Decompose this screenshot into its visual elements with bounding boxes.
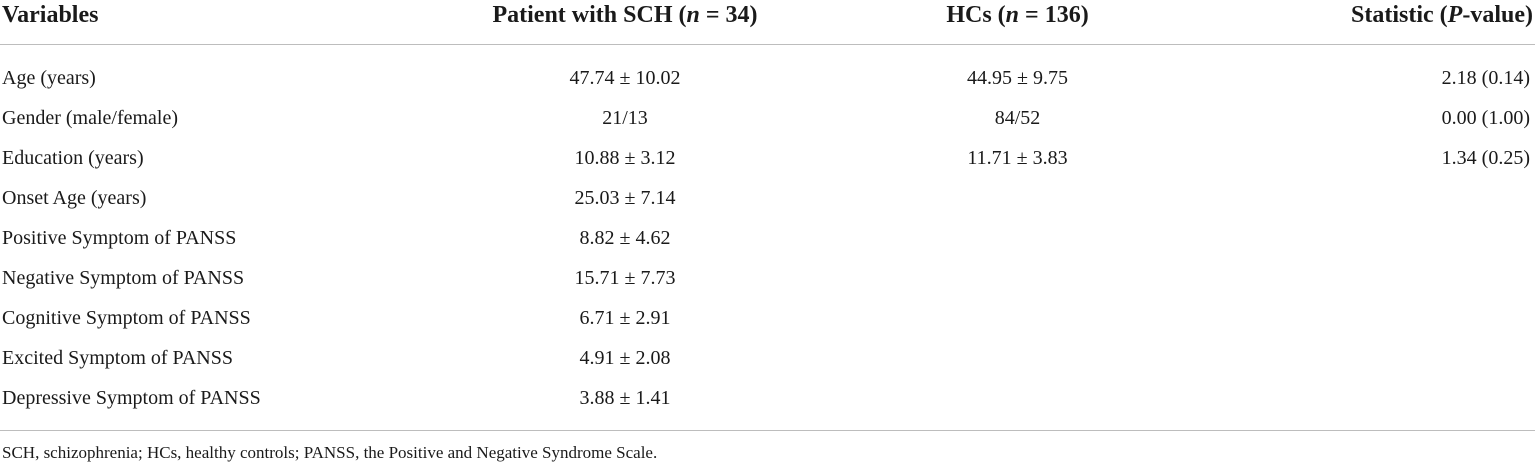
row-statistic: 2.18 (0.14) (1441, 67, 1530, 89)
row-variable: Positive Symptom of PANSS (2, 227, 237, 249)
row-statistic: 1.34 (0.25) (1441, 147, 1530, 169)
row-sch-value: 4.91 ± 2.08 (579, 347, 671, 369)
table-row: Excited Symptom of PANSS 4.91 ± 2.08 (0, 338, 1535, 378)
row-sch-value: 6.71 ± 2.91 (579, 307, 671, 329)
row-variable: Excited Symptom of PANSS (2, 347, 233, 369)
table-header-row: Variables Patient with SCH (n = 34) HCs … (0, 0, 1535, 44)
header-hc-n: n (1005, 2, 1020, 28)
row-variable: Negative Symptom of PANSS (2, 267, 245, 289)
row-sch-value: 10.88 ± 3.12 (574, 147, 676, 169)
row-sch-value: 8.82 ± 4.62 (579, 227, 671, 249)
row-sch-value: 21/13 (602, 107, 648, 129)
table-row: Negative Symptom of PANSS 15.71 ± 7.73 (0, 258, 1535, 298)
header-stat-prefix: Statistic ( (1351, 2, 1448, 28)
table-row: Positive Symptom of PANSS 8.82 ± 4.62 (0, 218, 1535, 258)
footer-rule (0, 430, 1535, 431)
row-sch-value: 47.74 ± 10.02 (569, 67, 681, 89)
header-hc-suffix: = 136) (1019, 2, 1089, 28)
table-row: Education (years) 10.88 ± 3.12 11.71 ± 3… (0, 138, 1535, 178)
row-sch-value: 15.71 ± 7.73 (574, 267, 676, 289)
row-statistic: 0.00 (1.00) (1441, 107, 1530, 129)
table-body: Age (years) 47.74 ± 10.02 44.95 ± 9.75 2… (0, 58, 1535, 418)
row-variable: Onset Age (years) (2, 187, 147, 209)
row-sch-value: 3.88 ± 1.41 (579, 387, 671, 409)
row-hc-value: 44.95 ± 9.75 (967, 67, 1068, 89)
row-hc-value: 84/52 (994, 107, 1041, 129)
header-sch-n: n (686, 2, 700, 28)
table-row: Depressive Symptom of PANSS 3.88 ± 1.41 (0, 378, 1535, 418)
row-variable: Cognitive Symptom of PANSS (2, 307, 251, 329)
table-row: Age (years) 47.74 ± 10.02 44.95 ± 9.75 2… (0, 58, 1535, 98)
table-row: Gender (male/female) 21/13 84/52 0.00 (1… (0, 98, 1535, 138)
table-row: Cognitive Symptom of PANSS 6.71 ± 2.91 (0, 298, 1535, 338)
row-variable: Gender (male/female) (2, 107, 179, 129)
header-rule (0, 44, 1535, 45)
row-variable: Depressive Symptom of PANSS (2, 387, 261, 409)
row-variable: Education (years) (2, 147, 144, 169)
row-variable: Age (years) (2, 67, 96, 89)
header-statistic: Statistic (P-value) (1235, 0, 1533, 30)
row-sch-value: 25.03 ± 7.14 (574, 187, 676, 209)
header-hc-group: HCs (n = 136) (900, 0, 1135, 30)
header-sch-group: Patient with SCH (n = 34) (470, 0, 780, 30)
header-hc-prefix: HCs ( (946, 2, 1006, 28)
row-hc-value: 11.71 ± 3.83 (967, 147, 1068, 169)
header-sch-prefix: Patient with SCH ( (492, 2, 687, 28)
header-stat-suffix: -value) (1462, 2, 1533, 28)
header-sch-suffix: = 34) (699, 2, 758, 28)
header-stat-p: P (1447, 2, 1463, 28)
header-variables: Variables (2, 2, 99, 28)
table-footnote: SCH, schizophrenia; HCs, healthy control… (2, 443, 658, 462)
table-row: Onset Age (years) 25.03 ± 7.14 (0, 178, 1535, 218)
